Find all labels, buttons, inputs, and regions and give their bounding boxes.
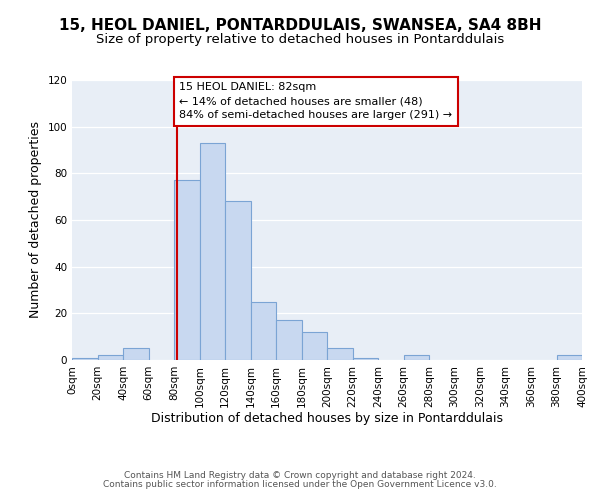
Bar bbox=[174, 180, 199, 360]
Bar bbox=[276, 320, 302, 360]
Bar bbox=[72, 358, 97, 360]
Bar bbox=[302, 332, 327, 360]
Bar bbox=[225, 202, 251, 360]
Text: Size of property relative to detached houses in Pontarddulais: Size of property relative to detached ho… bbox=[96, 32, 504, 46]
Y-axis label: Number of detached properties: Number of detached properties bbox=[29, 122, 42, 318]
Bar bbox=[97, 356, 123, 360]
Text: Contains public sector information licensed under the Open Government Licence v3: Contains public sector information licen… bbox=[103, 480, 497, 489]
Text: 15 HEOL DANIEL: 82sqm
← 14% of detached houses are smaller (48)
84% of semi-deta: 15 HEOL DANIEL: 82sqm ← 14% of detached … bbox=[179, 82, 452, 120]
Text: 15, HEOL DANIEL, PONTARDDULAIS, SWANSEA, SA4 8BH: 15, HEOL DANIEL, PONTARDDULAIS, SWANSEA,… bbox=[59, 18, 541, 32]
Text: Contains HM Land Registry data © Crown copyright and database right 2024.: Contains HM Land Registry data © Crown c… bbox=[124, 471, 476, 480]
Bar bbox=[353, 358, 378, 360]
Bar bbox=[327, 348, 353, 360]
Bar bbox=[123, 348, 149, 360]
Bar bbox=[557, 356, 582, 360]
Bar bbox=[404, 356, 429, 360]
Bar bbox=[199, 143, 225, 360]
X-axis label: Distribution of detached houses by size in Pontarddulais: Distribution of detached houses by size … bbox=[151, 412, 503, 426]
Bar bbox=[251, 302, 276, 360]
